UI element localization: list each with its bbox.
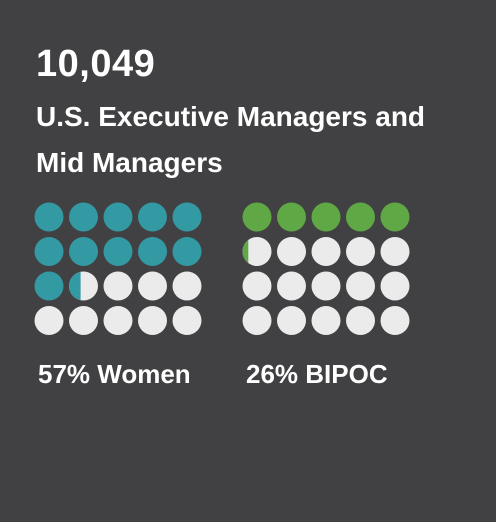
waffle-cell-women-4 bbox=[138, 202, 167, 232]
waffle-dot-bipoc-8 bbox=[311, 237, 341, 266]
waffle-cell-bipoc-8 bbox=[311, 237, 341, 266]
waffle-chart-bipoc: 26% BIPOC bbox=[242, 202, 422, 389]
waffle-partial-dot-women bbox=[69, 271, 81, 301]
waffle-dot-women-19 bbox=[138, 306, 167, 335]
waffle-cell-women-18 bbox=[103, 306, 133, 335]
waffle-cell-bipoc-5 bbox=[380, 202, 410, 232]
waffle-cell-women-8 bbox=[103, 237, 133, 266]
waffle-cell-bipoc-14 bbox=[346, 271, 375, 301]
waffle-cell-bipoc-16 bbox=[242, 306, 272, 335]
waffle-cell-women-9 bbox=[138, 237, 167, 266]
waffle-dot-women-4 bbox=[138, 202, 167, 232]
waffle-cell-bipoc-11 bbox=[242, 271, 272, 301]
waffle-dot-bipoc-5 bbox=[380, 202, 410, 232]
waffle-dot-bipoc-4 bbox=[346, 202, 375, 232]
waffle-dot-women-13 bbox=[103, 271, 133, 301]
waffle-cell-bipoc-6 bbox=[242, 237, 272, 266]
waffle-cell-bipoc-7 bbox=[277, 237, 306, 266]
waffle-cell-women-14 bbox=[138, 271, 167, 301]
waffle-dot-bipoc-7 bbox=[277, 237, 306, 266]
waffle-dot-bipoc-12 bbox=[277, 271, 306, 301]
waffle-dot-women-2 bbox=[69, 202, 98, 232]
waffle-cell-bipoc-3 bbox=[311, 202, 341, 232]
waffle-dot-women-7 bbox=[69, 237, 98, 266]
waffle-cell-women-12 bbox=[69, 271, 98, 301]
waffle-cell-women-1 bbox=[34, 202, 64, 232]
waffle-dot-women-11 bbox=[34, 271, 64, 301]
waffle-cell-women-2 bbox=[69, 202, 98, 232]
waffle-cell-women-7 bbox=[69, 237, 98, 266]
waffle-cell-bipoc-13 bbox=[311, 271, 341, 301]
waffle-cell-bipoc-19 bbox=[346, 306, 375, 335]
waffle-dot-women-5 bbox=[172, 202, 202, 232]
waffle-dot-women-3 bbox=[103, 202, 133, 232]
waffle-grid-women bbox=[34, 202, 202, 335]
waffle-cell-women-16 bbox=[34, 306, 64, 335]
waffle-dot-women-8 bbox=[103, 237, 133, 266]
waffle-cell-women-15 bbox=[172, 271, 202, 301]
waffle-dot-bipoc-10 bbox=[380, 237, 410, 266]
waffle-grid-bipoc bbox=[242, 202, 410, 335]
waffle-dot-bipoc-1 bbox=[242, 202, 272, 232]
waffle-cell-bipoc-1 bbox=[242, 202, 272, 232]
waffle-cell-women-17 bbox=[69, 306, 98, 335]
waffle-cell-bipoc-10 bbox=[380, 237, 410, 266]
waffle-label-women: 57% Women bbox=[38, 359, 191, 389]
waffle-dot-bipoc-16 bbox=[242, 306, 272, 335]
waffle-dot-women-10 bbox=[172, 237, 202, 266]
waffle-cell-bipoc-4 bbox=[346, 202, 375, 232]
waffle-dot-bipoc-9 bbox=[346, 237, 375, 266]
waffle-dot-bipoc-2 bbox=[277, 202, 306, 232]
waffle-dot-bipoc-20 bbox=[380, 306, 410, 335]
waffle-dot-bipoc-19 bbox=[346, 306, 375, 335]
stat-number: 10,049 bbox=[36, 43, 156, 85]
waffle-cell-bipoc-17 bbox=[277, 306, 306, 335]
waffle-cell-women-3 bbox=[103, 202, 133, 232]
waffle-cell-women-13 bbox=[103, 271, 133, 301]
waffle-dot-women-18 bbox=[103, 306, 133, 335]
waffle-dot-women-1 bbox=[34, 202, 64, 232]
waffle-dot-women-15 bbox=[172, 271, 202, 301]
waffle-cell-bipoc-18 bbox=[311, 306, 341, 335]
waffle-cell-women-10 bbox=[172, 237, 202, 266]
waffle-dot-women-9 bbox=[138, 237, 167, 266]
waffle-dot-women-6 bbox=[34, 237, 64, 266]
waffle-cell-women-11 bbox=[34, 271, 64, 301]
waffle-dot-bipoc-18 bbox=[311, 306, 341, 335]
waffle-label-bipoc: 26% BIPOC bbox=[246, 359, 388, 389]
waffle-cell-women-6 bbox=[34, 237, 64, 266]
waffle-dot-women-14 bbox=[138, 271, 167, 301]
waffle-chart-women: 57% Women bbox=[34, 202, 214, 389]
waffle-cell-bipoc-20 bbox=[380, 306, 410, 335]
waffle-cell-women-5 bbox=[172, 202, 202, 232]
waffle-cell-bipoc-2 bbox=[277, 202, 306, 232]
waffle-dot-women-16 bbox=[34, 306, 64, 335]
waffle-cell-women-19 bbox=[138, 306, 167, 335]
waffle-dot-women-17 bbox=[69, 306, 98, 335]
waffle-cell-women-20 bbox=[172, 306, 202, 335]
stat-title: U.S. Executive Managers and Mid Managers bbox=[36, 101, 426, 178]
waffle-dot-bipoc-11 bbox=[242, 271, 272, 301]
waffle-dot-women-20 bbox=[172, 306, 202, 335]
waffle-dot-bipoc-14 bbox=[346, 271, 375, 301]
waffle-dot-bipoc-6 bbox=[242, 237, 272, 266]
waffle-dot-bipoc-17 bbox=[277, 306, 306, 335]
waffle-partial-dot-bipoc bbox=[242, 239, 249, 264]
waffle-cell-bipoc-15 bbox=[380, 271, 410, 301]
waffle-dot-bipoc-3 bbox=[311, 202, 341, 232]
waffle-cell-bipoc-12 bbox=[277, 271, 306, 301]
waffle-dot-bipoc-13 bbox=[311, 271, 341, 301]
waffle-dot-bipoc-15 bbox=[380, 271, 410, 301]
waffle-cell-bipoc-9 bbox=[346, 237, 375, 266]
